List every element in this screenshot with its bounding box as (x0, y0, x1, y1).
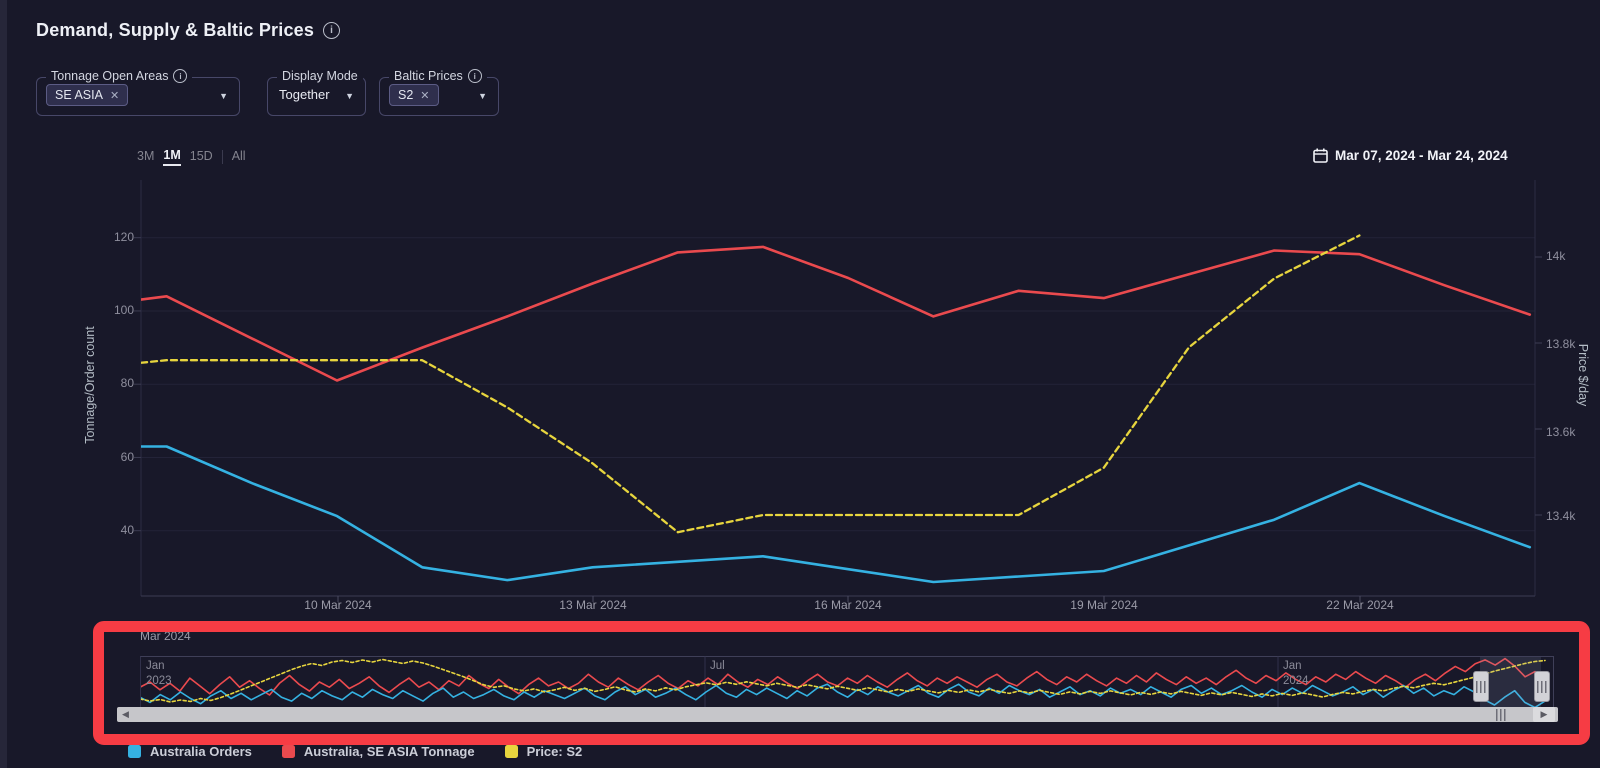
calendar-icon (1313, 148, 1328, 163)
x-tick: 13 Mar 2024 (559, 598, 627, 612)
date-range-text: Mar 07, 2024 - Mar 24, 2024 (1335, 148, 1508, 163)
y-left-tick: 120 (113, 230, 134, 244)
y-left-tick: 60 (120, 450, 134, 464)
range-all-button[interactable]: All (231, 149, 246, 163)
y-left-axis-title: Tonnage/Order count (83, 326, 97, 444)
tonnage-open-areas-dropdown[interactable]: Tonnage Open Areas i SE ASIA ✕ ▼ (36, 69, 240, 116)
y-left-tick: 80 (120, 376, 134, 390)
scrollbar-left-arrow-icon[interactable]: ◀ (122, 709, 129, 719)
baltic-caret-icon[interactable]: ▼ (478, 91, 487, 101)
handle-grip-icon (1476, 680, 1486, 693)
baltic-prices-dropdown[interactable]: Baltic Prices i S2 ✕ ▼ (379, 69, 499, 116)
y-right-tick: 13.4k (1546, 509, 1576, 523)
annotation-rectangle (93, 621, 1590, 745)
se-asia-chip[interactable]: SE ASIA ✕ (46, 84, 129, 106)
s2-chip[interactable]: S2 ✕ (389, 84, 439, 106)
range-15d-button[interactable]: 15D (189, 149, 213, 163)
display-mode-dropdown[interactable]: Display Mode Together ▼ (267, 69, 366, 116)
legend-swatch-yellow (504, 745, 518, 758)
y-left-tick: 100 (113, 303, 134, 317)
baltic-prices-label: Baltic Prices i (389, 69, 487, 83)
tonnage-open-areas-label: Tonnage Open Areas i (46, 69, 193, 83)
y-right-tick: 13.6k (1546, 425, 1576, 439)
navigator-selected-range[interactable] (1480, 657, 1541, 709)
tonnage-info-icon[interactable]: i (173, 69, 188, 83)
range-3m-button[interactable]: 3M (137, 149, 155, 163)
navigator-right-handle[interactable] (1534, 671, 1550, 702)
baltic-info-icon[interactable]: i (467, 69, 482, 83)
legend-item-australia-orders[interactable]: Australia Orders (128, 744, 252, 759)
scrollbar-grip-icon[interactable] (1496, 708, 1506, 721)
page-title-row: Demand, Supply & Baltic Prices i (36, 20, 341, 41)
title-info-icon[interactable]: i (323, 22, 341, 39)
display-mode-caret-icon[interactable]: ▼ (345, 91, 354, 101)
x-axis-month-label: Mar 2024 (140, 629, 191, 643)
range-divider (221, 150, 223, 164)
display-mode-value: Together (279, 87, 330, 102)
x-tick: 10 Mar 2024 (304, 598, 372, 612)
range-1m-button[interactable]: 1M (163, 148, 181, 166)
y-right-axis-title: Price $/day (1576, 343, 1590, 407)
tonnage-caret-icon[interactable]: ▼ (219, 91, 228, 101)
scrollbar-right-button[interactable]: ▶ (1533, 707, 1555, 722)
page-title: Demand, Supply & Baltic Prices (36, 20, 315, 40)
horizontal-scrollbar[interactable]: ◀ (117, 707, 1558, 722)
x-tick: 16 Mar 2024 (814, 598, 882, 612)
left-edge-strip (0, 0, 7, 768)
y-right-tick: 13.8k (1546, 337, 1576, 351)
range-buttons: 3M 1M 15D All (137, 148, 246, 166)
scrollbar-right-arrow-icon: ▶ (1540, 709, 1548, 719)
chart-legend: Australia Orders Australia, SE ASIA Tonn… (128, 744, 582, 759)
y-left-tick: 40 (120, 523, 134, 537)
se-asia-chip-close-icon[interactable]: ✕ (109, 89, 120, 102)
x-tick: 19 Mar 2024 (1070, 598, 1138, 612)
legend-item-price-s2[interactable]: Price: S2 (504, 744, 582, 759)
y-right-tick: 14k (1546, 249, 1566, 263)
navigator-left-handle[interactable] (1473, 671, 1489, 702)
date-range-picker[interactable]: Mar 07, 2024 - Mar 24, 2024 (1313, 148, 1508, 163)
legend-item-australia-se-asia-tonnage[interactable]: Australia, SE ASIA Tonnage (281, 744, 475, 759)
display-mode-label: Display Mode (277, 69, 363, 83)
handle-grip-icon (1537, 680, 1547, 693)
legend-swatch-blue (128, 745, 141, 758)
s2-chip-close-icon[interactable]: ✕ (420, 89, 430, 102)
legend-swatch-red (281, 745, 295, 758)
navigator-label-jul: Jul (710, 660, 725, 672)
x-tick: 22 Mar 2024 (1326, 598, 1394, 612)
navigator-label-jan-2024: Jan 2024 (1283, 660, 1309, 687)
navigator-label-jan-2023: Jan 2023 (146, 660, 172, 687)
